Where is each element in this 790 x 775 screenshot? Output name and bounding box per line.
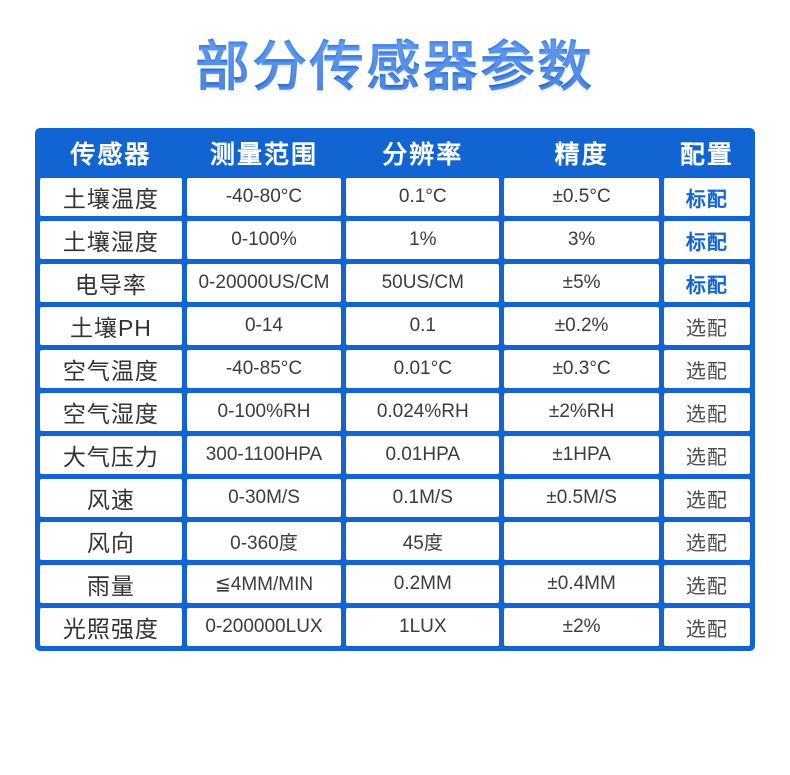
- resolution-cell: 0.2MM: [346, 565, 500, 603]
- config-cell: 选配: [663, 522, 750, 560]
- resolution-cell: 0.024%RH: [346, 393, 500, 431]
- range-cell: -40-85°C: [186, 350, 342, 388]
- resolution-cell: 0.01°C: [346, 350, 500, 388]
- config-cell: 标配: [663, 264, 750, 302]
- range-cell: 0-200000LUX: [186, 608, 342, 646]
- resolution-cell: 0.1: [346, 307, 500, 345]
- accuracy-cell: [504, 522, 659, 560]
- range-cell: 0-14: [186, 307, 342, 345]
- sensor-name-cell: 土壤PH: [40, 307, 182, 345]
- accuracy-cell: ±1HPA: [504, 436, 659, 474]
- sensor-name-cell: 大气压力: [40, 436, 182, 474]
- range-cell: 0-360度: [186, 522, 342, 560]
- column-header-config: 配置: [679, 141, 734, 169]
- config-cell: 选配: [663, 608, 750, 646]
- range-cell: 0-100%RH: [186, 393, 342, 431]
- range-cell: 300-1100HPA: [186, 436, 342, 474]
- config-cell: 标配: [663, 221, 750, 259]
- sensor-name-cell: 雨量: [40, 565, 182, 603]
- column-header-resolution: 分辨率: [382, 141, 464, 169]
- accuracy-cell: ±2%RH: [504, 393, 659, 431]
- accuracy-cell: ±0.3°C: [504, 350, 659, 388]
- sensor-name-cell: 土壤湿度: [40, 221, 182, 259]
- sensor-spec-table: 传感器 测量范围 分辨率 精度 配置 土壤温度 -40-80°C 0.1°C ±0.5…: [35, 128, 755, 651]
- accuracy-cell: ±5%: [504, 264, 659, 302]
- range-cell: -40-80°C: [186, 178, 342, 216]
- config-cell: 标配: [663, 178, 750, 216]
- sensor-name-cell: 电导率: [40, 264, 182, 302]
- sensor-name-cell: 空气湿度: [40, 393, 182, 431]
- sensor-name-cell: 光照强度: [40, 608, 182, 646]
- range-cell: 0-30M/S: [186, 479, 342, 517]
- resolution-cell: 0.01HPA: [346, 436, 500, 474]
- config-cell: 选配: [663, 350, 750, 388]
- sensor-name-cell: 土壤温度: [40, 178, 182, 216]
- resolution-cell: 0.1M/S: [346, 479, 500, 517]
- accuracy-cell: 3%: [504, 221, 659, 259]
- resolution-cell: 1LUX: [346, 608, 500, 646]
- accuracy-cell: ±0.2%: [504, 307, 659, 345]
- resolution-cell: 50US/CM: [346, 264, 500, 302]
- accuracy-cell: ±2%: [504, 608, 659, 646]
- accuracy-cell: ±0.4MM: [504, 565, 659, 603]
- sensor-name-cell: 空气温度: [40, 350, 182, 388]
- resolution-cell: 1%: [346, 221, 500, 259]
- range-cell: ≦4MM/MIN: [186, 565, 342, 603]
- column-header-sensor: 传感器: [70, 141, 152, 169]
- accuracy-cell: ±0.5M/S: [504, 479, 659, 517]
- range-cell: 0-20000US/CM: [186, 264, 342, 302]
- column-header-range: 测量范围: [209, 141, 318, 169]
- column-header-accuracy: 精度: [554, 141, 609, 169]
- config-cell: 选配: [663, 393, 750, 431]
- resolution-cell: 45度: [346, 522, 500, 560]
- sensor-name-cell: 风速: [40, 479, 182, 517]
- config-cell: 选配: [663, 436, 750, 474]
- range-cell: 0-100%: [186, 221, 342, 259]
- config-cell: 选配: [663, 307, 750, 345]
- config-cell: 选配: [663, 479, 750, 517]
- resolution-cell: 0.1°C: [346, 178, 500, 216]
- sensor-name-cell: 风向: [40, 522, 182, 560]
- page-title: 部分传感器参数: [0, 22, 790, 101]
- accuracy-cell: ±0.5°C: [504, 178, 659, 216]
- config-cell: 选配: [663, 565, 750, 603]
